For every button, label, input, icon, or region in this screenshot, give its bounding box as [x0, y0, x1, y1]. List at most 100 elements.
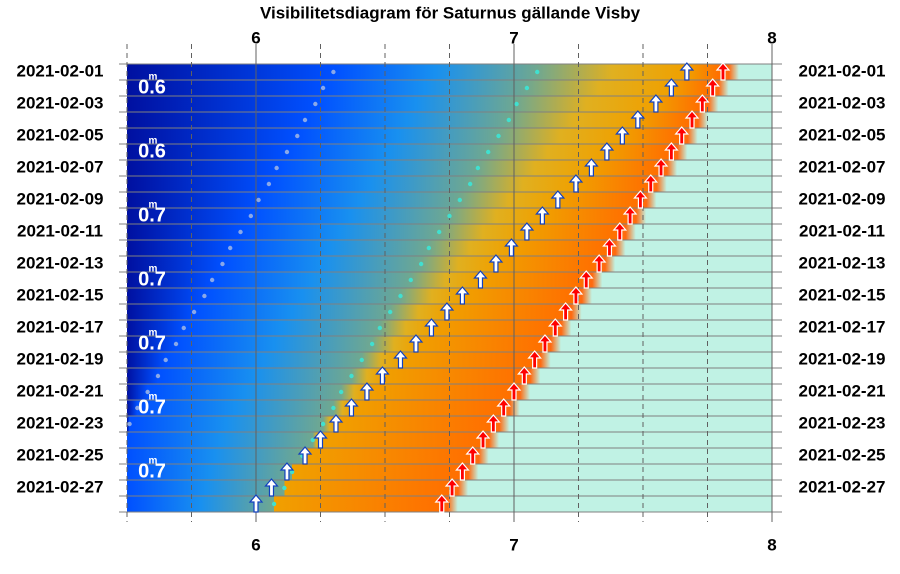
arrow [615, 126, 630, 145]
arrow [475, 430, 491, 449]
arrow [504, 238, 519, 257]
dot [331, 405, 336, 411]
dot [467, 181, 473, 187]
arrow [599, 142, 615, 161]
magnitude-unit: m [149, 456, 158, 467]
dot [228, 245, 233, 251]
magnitude-unit: m [149, 392, 158, 403]
magnitude-label: 0.7 [138, 268, 166, 290]
dot [447, 213, 452, 219]
dot [266, 181, 272, 187]
date-label-left: 2021-02-13 [17, 253, 104, 272]
arrow [328, 414, 344, 433]
arrow [527, 350, 542, 369]
arrow [393, 350, 408, 369]
date-label-right: 2021-02-21 [799, 381, 886, 400]
dot [331, 69, 336, 75]
arrow [408, 334, 424, 353]
arrow [455, 286, 470, 305]
magnitude-label: 0.7 [138, 204, 166, 226]
row-background [127, 384, 772, 400]
date-label-left: 2021-02-01 [17, 61, 104, 80]
arrow [537, 334, 553, 353]
magnitude-unit: m [149, 264, 158, 275]
date-label-right: 2021-02-25 [799, 445, 886, 464]
arrow [584, 158, 599, 177]
dot [173, 341, 179, 347]
arrow [568, 174, 584, 193]
arrow [695, 94, 710, 113]
arrow [488, 254, 504, 273]
dot [202, 293, 207, 299]
arrow [517, 366, 532, 385]
date-label-right: 2021-02-17 [799, 317, 886, 336]
arrow [684, 110, 700, 129]
row-background [127, 224, 772, 240]
date-label-left: 2021-02-03 [17, 93, 104, 112]
arrow [648, 94, 664, 113]
arrow [496, 398, 511, 417]
arrow [248, 494, 264, 513]
dot [220, 261, 225, 267]
date-label-left: 2021-02-11 [17, 221, 103, 240]
arrow [602, 238, 617, 257]
arrow [506, 382, 522, 401]
date-label-left: 2021-02-15 [17, 285, 104, 304]
magnitude-label: 0.7 [138, 396, 166, 418]
date-label-right: 2021-02-05 [799, 125, 886, 144]
dot [274, 165, 279, 171]
date-label-right: 2021-02-07 [799, 157, 886, 176]
row-background [127, 80, 772, 96]
dot [426, 245, 432, 251]
magnitude-unit: m [149, 200, 158, 211]
arrow [664, 142, 679, 161]
row-background [127, 448, 772, 464]
magnitude-unit: m [149, 328, 158, 339]
x-tick-label-bottom: 6 [251, 535, 260, 554]
row-background [127, 96, 772, 112]
date-label-left: 2021-02-17 [17, 317, 104, 336]
magnitude-label: 0.7 [138, 332, 166, 354]
arrow [547, 318, 563, 337]
dot [127, 421, 132, 427]
dot [436, 229, 442, 235]
x-tick-label-top: 7 [509, 28, 518, 47]
dot [535, 69, 540, 75]
dot [209, 277, 215, 283]
date-label-left: 2021-02-07 [17, 157, 104, 176]
dot [369, 341, 375, 347]
dot [349, 373, 354, 379]
x-tick-label-bottom: 8 [767, 535, 776, 554]
arrow [313, 430, 328, 449]
dot [181, 325, 186, 331]
arrow [297, 446, 313, 465]
date-label-left: 2021-02-19 [17, 349, 104, 368]
arrow [535, 206, 550, 225]
arrow [279, 462, 295, 481]
arrow [633, 190, 648, 209]
dot [320, 421, 326, 427]
dot [163, 357, 168, 363]
arrow [568, 286, 584, 305]
magnitude-label: 0.6 [138, 140, 166, 162]
arrow [486, 414, 501, 433]
dot [506, 117, 512, 123]
arrow [444, 478, 460, 497]
dot [302, 117, 308, 123]
dot [496, 133, 501, 139]
date-label-right: 2021-02-03 [799, 93, 886, 112]
dot [457, 197, 463, 203]
arrow [705, 78, 720, 97]
dot [256, 197, 261, 203]
dot [135, 405, 140, 411]
arrow [664, 78, 679, 97]
arrow [519, 222, 535, 241]
dot [387, 309, 393, 315]
date-label-left: 2021-02-21 [17, 381, 104, 400]
dot [398, 293, 403, 299]
arrow [344, 398, 359, 417]
date-label-right: 2021-02-23 [799, 413, 886, 432]
dot [289, 469, 295, 475]
arrow [455, 462, 470, 481]
